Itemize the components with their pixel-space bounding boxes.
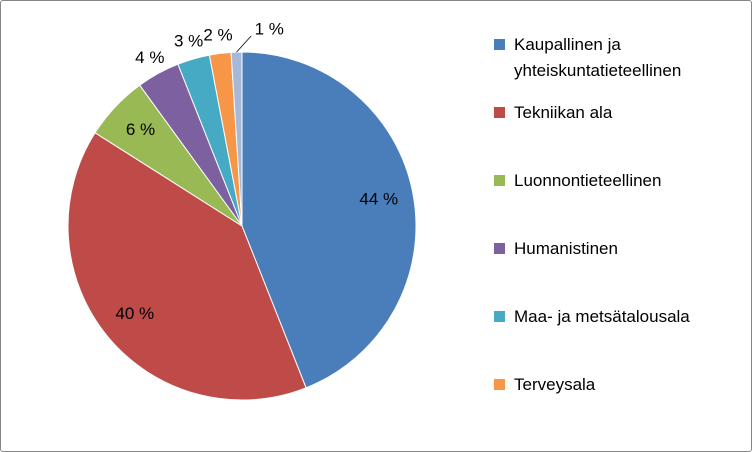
- legend-swatch: [494, 243, 505, 254]
- legend: Kaupallinen ja yhteiskuntatieteellinen Te…: [494, 32, 744, 440]
- legend-swatch: [494, 175, 505, 186]
- legend-swatch: [494, 379, 505, 390]
- pie-slice: [67, 132, 307, 401]
- legend-item: Humanistinen: [494, 236, 744, 304]
- legend-label: Luonnontieteellinen: [514, 171, 662, 190]
- data-label: 6 %: [126, 120, 155, 139]
- data-label: 40 %: [115, 304, 154, 323]
- data-label: 1 %: [255, 19, 284, 38]
- legend-item: Kaupallinen ja yhteiskuntatieteellinen: [494, 32, 744, 100]
- legend-label: Humanistinen: [514, 239, 618, 258]
- pie-slice: [230, 51, 243, 227]
- legend-item: Maa- ja metsätalousala: [494, 304, 744, 372]
- data-label: 3 %: [174, 32, 203, 51]
- legend-label: Kaupallinen ja yhteiskuntatieteellinen: [514, 35, 682, 80]
- legend-swatch: [494, 39, 505, 50]
- legend-item: Terveysala: [494, 372, 744, 440]
- legend-item: Luonnontieteellinen: [494, 168, 744, 236]
- data-label: 2 %: [203, 26, 232, 45]
- data-label: 44 %: [359, 189, 398, 208]
- legend-swatch: [494, 107, 505, 118]
- leader-line: [236, 35, 252, 53]
- legend-item: Tekniikan ala: [494, 100, 744, 168]
- legend-label: Tekniikan ala: [514, 103, 613, 122]
- legend-label: Maa- ja metsätalousala: [514, 307, 690, 326]
- legend-label: Terveysala: [514, 375, 596, 394]
- pie-slice: [241, 51, 417, 389]
- data-label: 4 %: [135, 48, 164, 67]
- legend-swatch: [494, 311, 505, 322]
